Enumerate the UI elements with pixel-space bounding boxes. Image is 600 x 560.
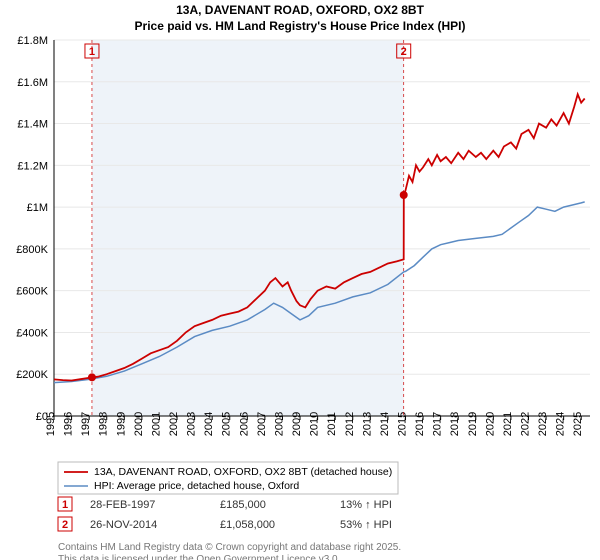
ytick-label: £1M — [27, 202, 48, 214]
xtick-label: 1998 — [98, 412, 110, 436]
xtick-label: 2023 — [537, 412, 549, 436]
xtick-label: 1999 — [115, 412, 127, 436]
xtick-label: 2008 — [273, 412, 285, 436]
xtick-label: 2025 — [572, 412, 584, 436]
sale-row-price: £185,000 — [220, 499, 266, 511]
xtick-label: 1996 — [63, 412, 75, 436]
xtick-label: 2001 — [150, 412, 162, 436]
sale-row-num: 1 — [62, 499, 68, 511]
ytick-label: £800K — [16, 244, 48, 256]
xtick-label: 2003 — [186, 412, 198, 436]
xtick-label: 2009 — [291, 412, 303, 436]
ytick-label: £1.4M — [17, 119, 48, 131]
xtick-label: 2002 — [168, 412, 180, 436]
ytick-label: £600K — [16, 286, 48, 298]
legend-label-1: 13A, DAVENANT ROAD, OXFORD, OX2 8BT (det… — [94, 466, 392, 478]
xtick-label: 2022 — [519, 412, 531, 436]
xtick-label: 2012 — [344, 412, 356, 436]
xtick-label: 2011 — [326, 412, 338, 436]
xtick-label: 2004 — [203, 412, 215, 436]
xtick-label: 2018 — [449, 412, 461, 436]
xtick-label: 2006 — [238, 412, 250, 436]
xtick-label: 2005 — [221, 412, 233, 436]
xtick-label: 2000 — [133, 412, 145, 436]
sale-marker — [88, 373, 96, 381]
footer-credit: This data is licensed under the Open Gov… — [58, 554, 340, 560]
chart-title-sub: Price paid vs. HM Land Registry's House … — [135, 19, 466, 33]
xtick-label: 2019 — [467, 412, 479, 436]
footer-credit: Contains HM Land Registry data © Crown c… — [58, 542, 401, 553]
xtick-label: 2010 — [309, 412, 321, 436]
xtick-label: 2020 — [484, 412, 496, 436]
ytick-label: £1.2M — [17, 160, 48, 172]
sale-marker — [400, 191, 408, 199]
ytick-label: £1.8M — [17, 35, 48, 47]
sale-row-num: 2 — [62, 519, 68, 531]
xtick-label: 2017 — [432, 412, 444, 436]
xtick-label: 2014 — [379, 412, 391, 436]
house-price-chart: 13A, DAVENANT ROAD, OXFORD, OX2 8BT Price… — [0, 0, 600, 560]
xtick-label: 1997 — [80, 412, 92, 436]
sale-row-date: 28-FEB-1997 — [90, 499, 155, 511]
sale-label-num: 2 — [401, 46, 407, 58]
xtick-label: 2021 — [502, 412, 514, 436]
ytick-label: £400K — [16, 327, 48, 339]
sale-row-pct: 13% ↑ HPI — [340, 499, 392, 511]
chart-title-address: 13A, DAVENANT ROAD, OXFORD, OX2 8BT — [176, 3, 424, 17]
xtick-label: 2016 — [414, 412, 426, 436]
xtick-label: 2007 — [256, 412, 268, 436]
sale-row-pct: 53% ↑ HPI — [340, 519, 392, 531]
legend-label-2: HPI: Average price, detached house, Oxfo… — [94, 480, 299, 492]
ytick-label: £1.6M — [17, 77, 48, 89]
xtick-label: 2015 — [396, 412, 408, 436]
xtick-label: 2013 — [361, 412, 373, 436]
sale-label-num: 1 — [89, 46, 95, 58]
ytick-label: £200K — [16, 369, 48, 381]
sale-row-price: £1,058,000 — [220, 519, 275, 531]
xtick-label: 1995 — [45, 412, 57, 436]
sale-row-date: 26-NOV-2014 — [90, 519, 157, 531]
xtick-label: 2024 — [555, 412, 567, 436]
